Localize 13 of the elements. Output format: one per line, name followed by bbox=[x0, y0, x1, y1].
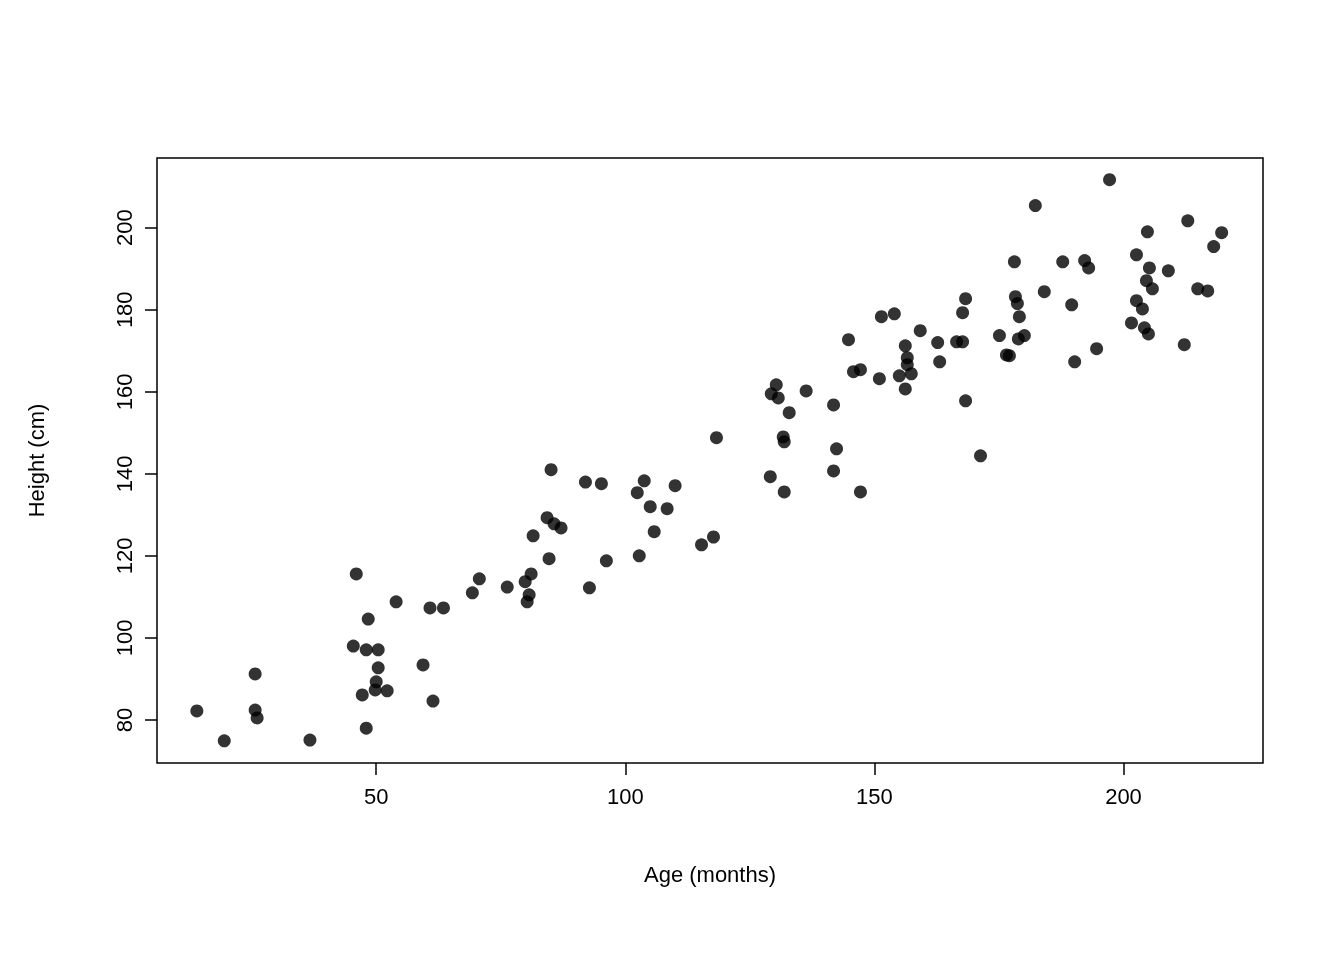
y-tick-label: 120 bbox=[111, 537, 137, 575]
y-tick-label: 80 bbox=[111, 707, 137, 733]
y-tick-label: 200 bbox=[111, 209, 137, 247]
y-tick-label: 100 bbox=[111, 619, 137, 657]
y-axis-title: Height (cm) bbox=[23, 403, 49, 518]
x-tick-label: 100 bbox=[606, 783, 644, 809]
x-axis-title: Age (months) bbox=[643, 861, 777, 887]
x-tick-label: 150 bbox=[856, 783, 893, 809]
y-tick-label: 180 bbox=[111, 291, 137, 329]
y-tick-label: 140 bbox=[111, 455, 137, 493]
x-tick-label: 200 bbox=[1105, 783, 1142, 809]
y-tick-label: 160 bbox=[111, 373, 137, 411]
x-tick-label: 50 bbox=[363, 783, 389, 809]
